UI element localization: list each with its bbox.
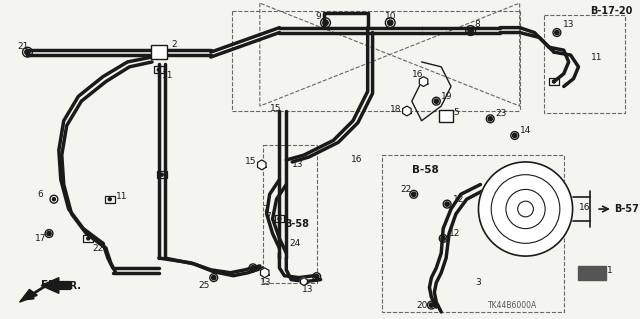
Bar	[154, 66, 164, 73]
Circle shape	[251, 266, 255, 270]
Text: B-58: B-58	[284, 219, 309, 229]
Circle shape	[513, 133, 517, 137]
Text: 16: 16	[351, 155, 362, 165]
Circle shape	[388, 20, 393, 26]
Text: 9: 9	[316, 12, 321, 21]
Circle shape	[323, 20, 328, 26]
Circle shape	[434, 99, 438, 103]
Text: B-57: B-57	[614, 204, 639, 214]
Circle shape	[314, 275, 319, 279]
Bar	[151, 45, 166, 59]
Polygon shape	[257, 160, 266, 170]
Text: 6: 6	[37, 190, 43, 199]
Circle shape	[25, 49, 30, 55]
Bar	[157, 171, 166, 178]
Circle shape	[50, 195, 58, 203]
Circle shape	[468, 28, 474, 33]
Bar	[263, 145, 317, 283]
Text: 23: 23	[495, 109, 506, 118]
Text: B-17-20: B-17-20	[590, 6, 632, 16]
Text: 15: 15	[245, 158, 257, 167]
Circle shape	[552, 80, 556, 83]
Text: 13: 13	[260, 278, 271, 287]
Circle shape	[52, 198, 56, 201]
Text: 19: 19	[441, 92, 452, 101]
Text: 15: 15	[269, 104, 281, 113]
Polygon shape	[301, 278, 307, 286]
Bar	[549, 78, 559, 85]
Bar	[544, 15, 625, 113]
Bar	[439, 110, 453, 122]
Text: 13: 13	[292, 160, 304, 169]
Circle shape	[108, 198, 111, 201]
Polygon shape	[403, 106, 411, 116]
Bar	[439, 110, 453, 122]
Text: 7: 7	[262, 204, 268, 213]
Text: 17: 17	[35, 234, 47, 243]
Text: 12: 12	[453, 195, 465, 204]
Text: FR.: FR.	[41, 280, 61, 291]
Text: 3: 3	[476, 278, 481, 287]
Circle shape	[555, 30, 559, 35]
Text: 11: 11	[591, 53, 603, 62]
Circle shape	[488, 117, 492, 121]
Text: 22: 22	[400, 185, 412, 194]
Text: 7: 7	[265, 212, 271, 221]
Circle shape	[278, 217, 281, 220]
Text: 10: 10	[385, 12, 397, 21]
Bar	[105, 196, 115, 203]
Text: B-58: B-58	[412, 165, 438, 175]
Bar	[382, 155, 564, 312]
Text: 2: 2	[172, 40, 177, 49]
Text: 11: 11	[116, 192, 127, 201]
Circle shape	[412, 192, 416, 197]
Circle shape	[160, 173, 163, 176]
Polygon shape	[260, 268, 269, 278]
Circle shape	[212, 276, 216, 280]
Bar	[83, 235, 93, 242]
Polygon shape	[20, 289, 37, 302]
Text: 25: 25	[198, 281, 209, 290]
Text: 11: 11	[162, 71, 173, 80]
Text: 24: 24	[289, 239, 301, 248]
Circle shape	[429, 303, 433, 307]
Text: 18: 18	[390, 105, 402, 114]
Bar	[579, 266, 606, 280]
Circle shape	[87, 237, 90, 240]
Text: FR.: FR.	[63, 281, 81, 292]
Text: 8: 8	[474, 20, 480, 29]
Text: 13: 13	[302, 285, 314, 294]
Circle shape	[445, 202, 449, 206]
Text: 16: 16	[579, 203, 590, 211]
Bar	[151, 45, 166, 59]
Text: 13: 13	[563, 20, 574, 29]
Text: 14: 14	[520, 126, 531, 135]
Polygon shape	[419, 77, 428, 86]
Text: 22: 22	[92, 244, 104, 253]
Text: 20: 20	[417, 300, 428, 310]
Bar	[275, 215, 284, 222]
Text: 16: 16	[412, 70, 423, 79]
Circle shape	[441, 236, 445, 241]
Circle shape	[157, 68, 160, 71]
Polygon shape	[41, 278, 70, 293]
Text: 21: 21	[18, 42, 29, 51]
Text: 12: 12	[449, 229, 460, 238]
Text: 1: 1	[607, 266, 612, 275]
Circle shape	[47, 231, 51, 236]
Text: 5: 5	[453, 108, 459, 117]
Circle shape	[479, 162, 573, 256]
Text: TK44B6000A: TK44B6000A	[488, 300, 538, 310]
